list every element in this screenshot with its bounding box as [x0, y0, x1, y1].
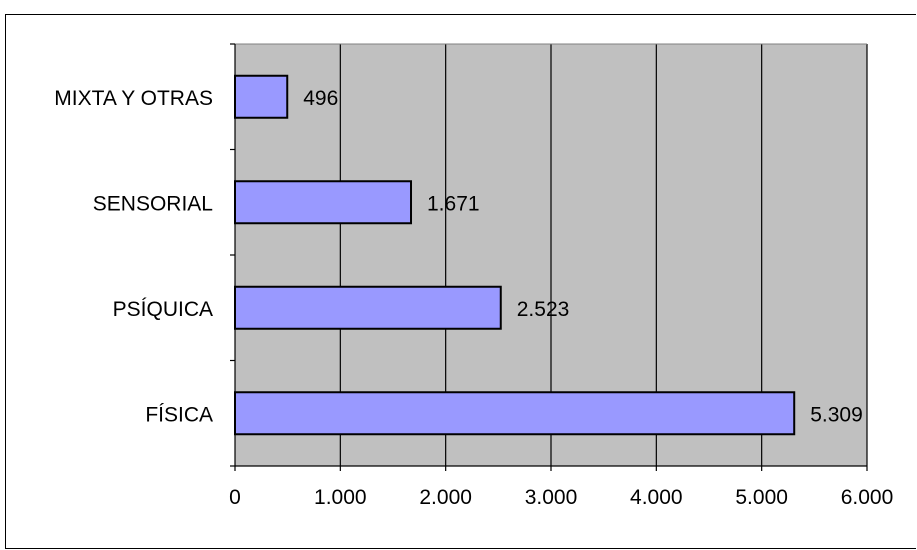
bar-2	[234, 180, 413, 225]
x-tick-label-0: 0	[229, 486, 241, 509]
bar-3	[234, 74, 289, 119]
bar-0	[234, 391, 796, 436]
category-label-2: SENSORIAL	[93, 192, 213, 215]
x-tick-label-3: 3.000	[525, 486, 578, 509]
bars	[234, 74, 796, 436]
x-tick-label-4: 4.000	[630, 486, 683, 509]
x-tick-label-5: 5.000	[735, 486, 788, 509]
x-tick-label-6: 6.000	[841, 486, 894, 509]
category-labels: FÍSICA PSÍQUICA SENSORIAL MIXTA Y OTRAS	[54, 87, 213, 427]
x-tick-labels: 0 1.000 2.000 3.000 4.000 5.000 6.000	[229, 486, 893, 509]
category-label-0: FÍSICA	[145, 403, 213, 426]
x-tick-label-1: 1.000	[314, 486, 367, 509]
value-labels: 5.309 2.523 1.671 496	[303, 87, 863, 427]
category-label-1: PSÍQUICA	[113, 298, 213, 321]
bar-1	[234, 285, 502, 330]
value-label-2: 1.671	[427, 192, 480, 215]
value-label-3: 496	[303, 87, 338, 110]
value-label-1: 2.523	[517, 298, 570, 321]
value-label-0: 5.309	[810, 403, 863, 426]
x-tick-label-2: 2.000	[419, 486, 472, 509]
category-label-3: MIXTA Y OTRAS	[54, 87, 213, 110]
